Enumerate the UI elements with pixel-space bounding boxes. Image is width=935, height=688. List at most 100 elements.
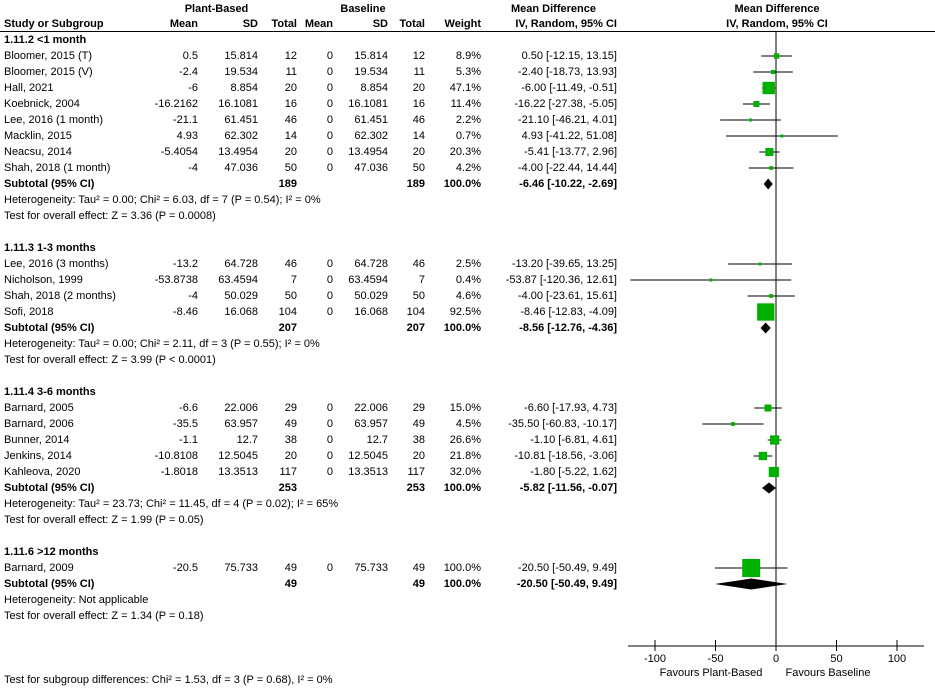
cell-sd2: 15.814 bbox=[354, 50, 388, 62]
subtotal-row: Subtotal (95% CI) 49 49 100.0% -20.50 [-50.4… bbox=[0, 576, 622, 592]
cell-mean1: -13.2 bbox=[172, 258, 198, 270]
subtotal-weight: 100.0% bbox=[443, 178, 481, 190]
subtotal-row: Subtotal (95% CI) 207 207 100.0% -8.56 [-12.… bbox=[0, 320, 622, 336]
cell-total2: 11 bbox=[413, 66, 425, 78]
cell-mean1: -53.8738 bbox=[154, 274, 198, 286]
cell-total2: 14 bbox=[412, 130, 425, 142]
subtotal-ci: -8.56 [-12.76, -4.36] bbox=[519, 322, 617, 334]
cell-mean1: -8.46 bbox=[172, 306, 198, 318]
subtotal-total1: 253 bbox=[278, 482, 297, 494]
cell-total2: 46 bbox=[412, 258, 425, 270]
study-label: Shah, 2018 (2 months) bbox=[4, 290, 116, 302]
study-label: Shah, 2018 (1 month) bbox=[4, 162, 111, 174]
heterogeneity-text: Heterogeneity: Tau² = 0.00; Chi² = 2.11,… bbox=[4, 338, 320, 350]
study-label: Barnard, 2009 bbox=[4, 562, 74, 574]
cell-sd1: 62.302 bbox=[224, 130, 258, 142]
cell-weight: 4.6% bbox=[455, 290, 481, 302]
cell-sd1: 63.957 bbox=[224, 418, 258, 430]
cell-total2: 117 bbox=[407, 466, 425, 478]
cell-weight: 100.0% bbox=[443, 562, 481, 574]
cell-ci: 0.50 [-12.15, 13.15] bbox=[521, 50, 617, 62]
cell-mean2: 0 bbox=[326, 562, 333, 574]
cell-mean2: 0 bbox=[326, 450, 333, 462]
study-label: Neacsu, 2014 bbox=[4, 146, 72, 158]
cell-weight: 2.5% bbox=[455, 258, 481, 270]
overall-effect-text: Test for overall effect: Z = 1.34 (P = 0… bbox=[4, 610, 204, 622]
effect-square bbox=[757, 303, 775, 321]
cell-total2: 16 bbox=[412, 98, 425, 110]
cell-sd1: 12.5045 bbox=[218, 450, 258, 462]
cell-mean2: 0 bbox=[326, 418, 333, 430]
cell-mean1: -21.1 bbox=[172, 114, 198, 126]
effect-square bbox=[769, 166, 774, 170]
study-row: Bloomer, 2015 (T) 0.5 15.814 12 0 15.814 12 8.9… bbox=[0, 48, 622, 64]
cell-ci: -5.41 [-13.77, 2.96] bbox=[524, 146, 617, 158]
overall-effect-row: Test for overall effect: Z = 1.34 (P = 0… bbox=[0, 608, 622, 624]
study-row: Bunner, 2014 -1.1 12.7 38 0 12.7 38 26.6% -1.10 … bbox=[0, 432, 622, 448]
cell-total1: 50 bbox=[284, 162, 297, 174]
cell-ci: -10.81 [-18.56, -3.06] bbox=[514, 450, 617, 462]
cell-sd1: 15.814 bbox=[224, 50, 258, 62]
cell-total1: 49 bbox=[284, 418, 297, 430]
study-label: Lee, 2016 (1 month) bbox=[4, 114, 104, 126]
study-row: Sofi, 2018 -8.46 16.068 104 0 16.068 104 92.5% -… bbox=[0, 304, 622, 320]
overall-effect-text: Test for overall effect: Z = 3.36 (P = 0… bbox=[4, 210, 216, 222]
subtotal-diamond bbox=[762, 482, 776, 494]
effect-square bbox=[709, 278, 713, 282]
subtotal-total1: 207 bbox=[278, 322, 297, 334]
study-row: Barnard, 2005 -6.6 22.006 29 0 22.006 29 15.0% -… bbox=[0, 400, 622, 416]
cell-total2: 104 bbox=[406, 306, 425, 318]
cell-mean1: 4.93 bbox=[176, 130, 198, 142]
cell-total2: 49 bbox=[412, 562, 425, 574]
overall-effect-row: Test for overall effect: Z = 1.99 (P = 0… bbox=[0, 512, 622, 528]
cell-sd2: 12.5045 bbox=[348, 450, 388, 462]
cell-total1: 14 bbox=[284, 130, 297, 142]
study-row: Shah, 2018 (1 month) -4 47.036 50 0 47.036 50 4… bbox=[0, 160, 622, 176]
cell-mean2: 0 bbox=[326, 114, 333, 126]
cell-mean1: -2.4 bbox=[179, 66, 198, 78]
cell-sd2: 12.7 bbox=[366, 434, 388, 446]
cell-ci: -8.46 [-12.83, -4.09] bbox=[520, 306, 617, 318]
axis-tick-label: 100 bbox=[888, 653, 906, 665]
study-label: Bunner, 2014 bbox=[4, 434, 70, 446]
effect-square bbox=[753, 100, 760, 108]
study-row: Nicholson, 1999 -53.8738 63.4594 7 0 63.4594 7… bbox=[0, 272, 622, 288]
effect-square bbox=[762, 81, 775, 95]
axis-tick-label: 50 bbox=[830, 653, 842, 665]
cell-total1: 29 bbox=[284, 402, 297, 414]
cell-total1: 117 bbox=[279, 466, 297, 478]
cell-sd2: 75.733 bbox=[354, 562, 388, 574]
subtotal-row: Subtotal (95% CI) 189 189 100.0% -6.46 [-10.… bbox=[0, 176, 622, 192]
study-label: Bloomer, 2015 (T) bbox=[4, 50, 93, 62]
mean1-column-header: Mean bbox=[169, 18, 198, 30]
effect-square bbox=[758, 262, 762, 266]
cell-weight: 21.8% bbox=[449, 450, 481, 462]
study-row: Lee, 2016 (3 months) -13.2 64.728 46 0 64.728… bbox=[0, 256, 622, 272]
cell-sd1: 64.728 bbox=[224, 258, 258, 270]
cell-sd1: 8.854 bbox=[230, 82, 258, 94]
cell-total1: 104 bbox=[278, 306, 297, 318]
cell-sd2: 8.854 bbox=[360, 82, 388, 94]
cell-total1: 16 bbox=[284, 98, 297, 110]
cell-mean1: -16.2162 bbox=[154, 98, 198, 110]
heterogeneity-text: Heterogeneity: Tau² = 23.73; Chi² = 11.4… bbox=[4, 498, 339, 510]
header-divider bbox=[0, 31, 935, 32]
study-row: Shah, 2018 (2 months) -4 50.029 50 0 50.029 50… bbox=[0, 288, 622, 304]
cell-ci: -53.87 [-120.36, 12.61] bbox=[505, 274, 617, 286]
cell-ci: -6.60 [-17.93, 4.73] bbox=[524, 402, 617, 414]
study-label: Bloomer, 2015 (V) bbox=[4, 66, 93, 78]
subtotal-ci: -20.50 [-50.49, 9.49] bbox=[516, 578, 617, 590]
cell-ci: -2.40 [-18.73, 13.93] bbox=[517, 66, 617, 78]
cell-sd1: 47.036 bbox=[224, 162, 258, 174]
overall-effect-row: Test for overall effect: Z = 3.99 (P < 0… bbox=[0, 352, 622, 368]
cell-sd1: 16.068 bbox=[224, 306, 258, 318]
effect-square bbox=[748, 118, 752, 122]
cell-weight: 4.2% bbox=[455, 162, 481, 174]
cell-mean1: -20.5 bbox=[172, 562, 198, 574]
cell-mean2: 0 bbox=[326, 130, 333, 142]
cell-total1: 20 bbox=[284, 146, 297, 158]
study-row: Kahleova, 2020 -1.8018 13.3513 117 0 13.3513 1… bbox=[0, 464, 622, 480]
cell-total1: 50 bbox=[284, 290, 297, 302]
cell-sd2: 50.029 bbox=[354, 290, 388, 302]
subtotal-total2: 189 bbox=[406, 178, 425, 190]
